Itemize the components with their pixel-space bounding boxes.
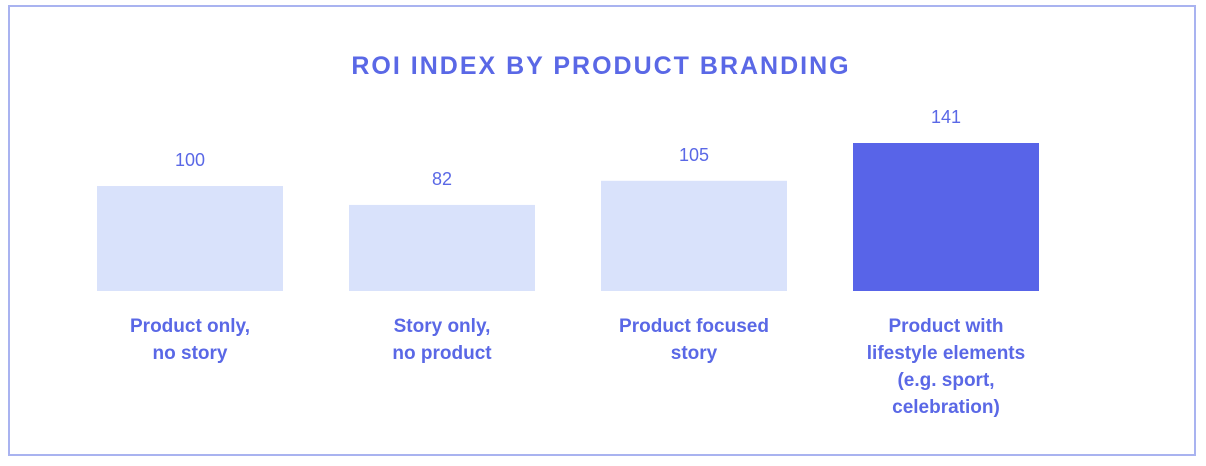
bar bbox=[97, 186, 283, 291]
value-label: 141 bbox=[931, 107, 961, 127]
category-label: story bbox=[671, 343, 718, 364]
category-label: no story bbox=[153, 343, 228, 364]
frame bbox=[8, 5, 1196, 456]
bar bbox=[601, 180, 787, 291]
category-label: Product with bbox=[888, 316, 1003, 337]
category-label: lifestyle elements bbox=[867, 343, 1025, 364]
category-label: celebration) bbox=[892, 397, 1000, 418]
chart-title: ROI INDEX BY PRODUCT BRANDING bbox=[351, 52, 850, 80]
category-label: (e.g. sport, bbox=[897, 370, 994, 391]
value-label: 100 bbox=[175, 150, 205, 170]
category-label: Product focused bbox=[619, 316, 769, 337]
category-label: Product only, bbox=[130, 316, 250, 337]
value-label: 82 bbox=[432, 169, 452, 189]
category-label: Story only, bbox=[394, 316, 491, 337]
bar bbox=[853, 143, 1039, 291]
bar bbox=[349, 204, 535, 291]
category-label: no product bbox=[392, 343, 492, 364]
value-label: 105 bbox=[679, 145, 709, 165]
